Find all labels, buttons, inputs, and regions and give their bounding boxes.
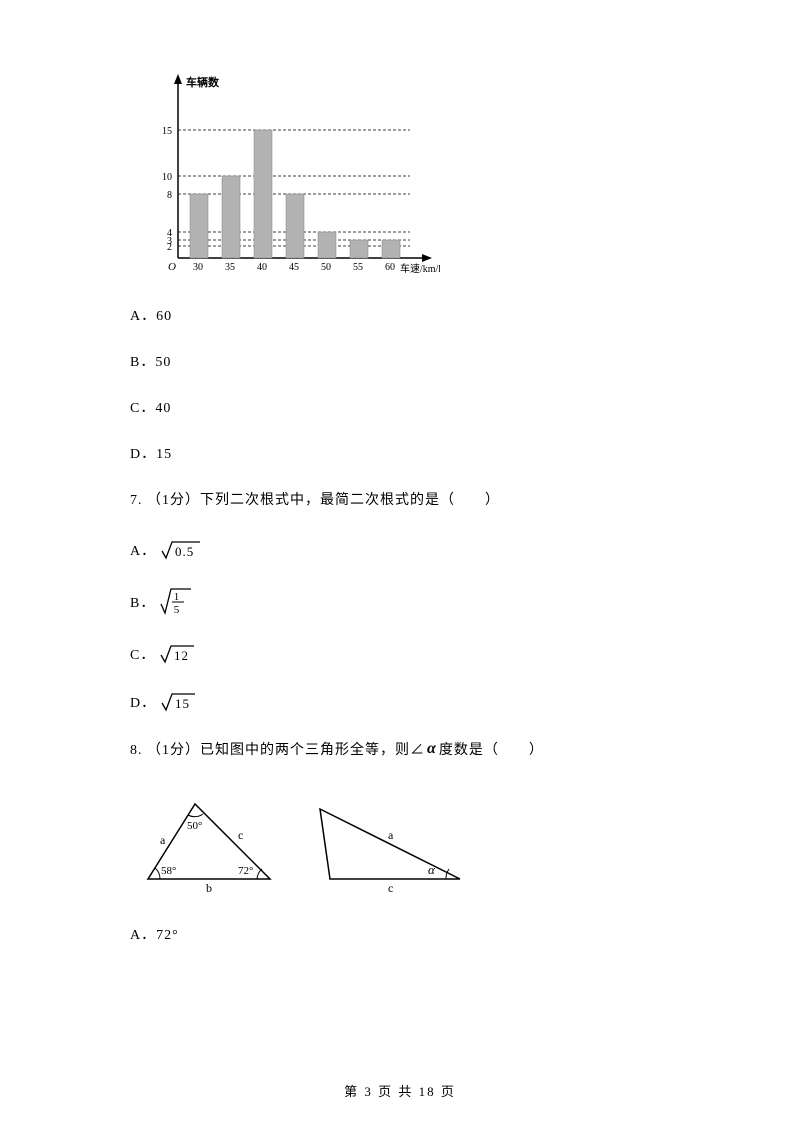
svg-text:15: 15 (175, 696, 190, 711)
svg-text:4: 4 (167, 228, 172, 239)
option-b: B．50 (130, 351, 670, 371)
svg-text:1: 1 (174, 591, 181, 603)
svg-text:45: 45 (289, 262, 299, 273)
alpha-symbol: α (427, 740, 437, 758)
svg-text:30: 30 (193, 262, 203, 273)
svg-text:58°: 58° (161, 865, 176, 877)
svg-text:a: a (160, 833, 166, 847)
svg-text:12: 12 (174, 648, 189, 663)
svg-text:c: c (388, 881, 393, 895)
q7-option-d: D． 15 (130, 691, 670, 713)
svg-text:b: b (206, 881, 212, 895)
sqrt-icon: 0.5 (160, 539, 202, 561)
svg-text:a: a (388, 828, 394, 842)
q7-option-b: B． 1 5 (130, 587, 670, 617)
svg-text:35: 35 (225, 262, 235, 273)
q7-option-c: C． 12 (130, 643, 670, 665)
sqrt-icon: 15 (160, 691, 198, 713)
question-8: 8. （1分）已知图中的两个三角形全等，则∠ α 度数是（ ） (130, 739, 670, 759)
svg-text:40: 40 (257, 262, 267, 273)
option-d: D．15 (130, 443, 670, 463)
option-a: A．60 (130, 305, 670, 325)
svg-text:60: 60 (385, 262, 395, 273)
option-c: C．40 (130, 397, 670, 417)
svg-text:55: 55 (353, 262, 363, 273)
svg-text:50°: 50° (187, 820, 202, 832)
sqrt-icon: 12 (159, 643, 197, 665)
page-footer: 第 3 页 共 18 页 (0, 1081, 800, 1100)
triangles-diagram: 50° 58° 72° a c b a c α (130, 789, 480, 899)
svg-text:α: α (428, 862, 436, 877)
svg-text:15: 15 (162, 126, 172, 137)
bar-chart: 车辆数 车速/km/h O 23481015 30354045505560 (130, 70, 440, 280)
question-7: 7. （1分）下列二次根式中，最简二次根式的是（ ） (130, 489, 670, 509)
sqrt-icon: 1 5 (159, 587, 195, 617)
svg-text:0.5: 0.5 (175, 544, 194, 559)
x-axis-label: 车速/km/h (400, 262, 440, 275)
svg-text:72°: 72° (238, 865, 253, 877)
svg-text:10: 10 (162, 172, 172, 183)
svg-text:50: 50 (321, 262, 331, 273)
q8-option-a: A．72° (130, 924, 670, 944)
svg-text:O: O (168, 261, 176, 273)
q7-option-a: A． 0.5 (130, 539, 670, 561)
y-axis-label: 车辆数 (186, 75, 220, 89)
svg-text:5: 5 (174, 604, 181, 616)
svg-text:c: c (238, 828, 243, 842)
svg-text:8: 8 (167, 190, 172, 201)
